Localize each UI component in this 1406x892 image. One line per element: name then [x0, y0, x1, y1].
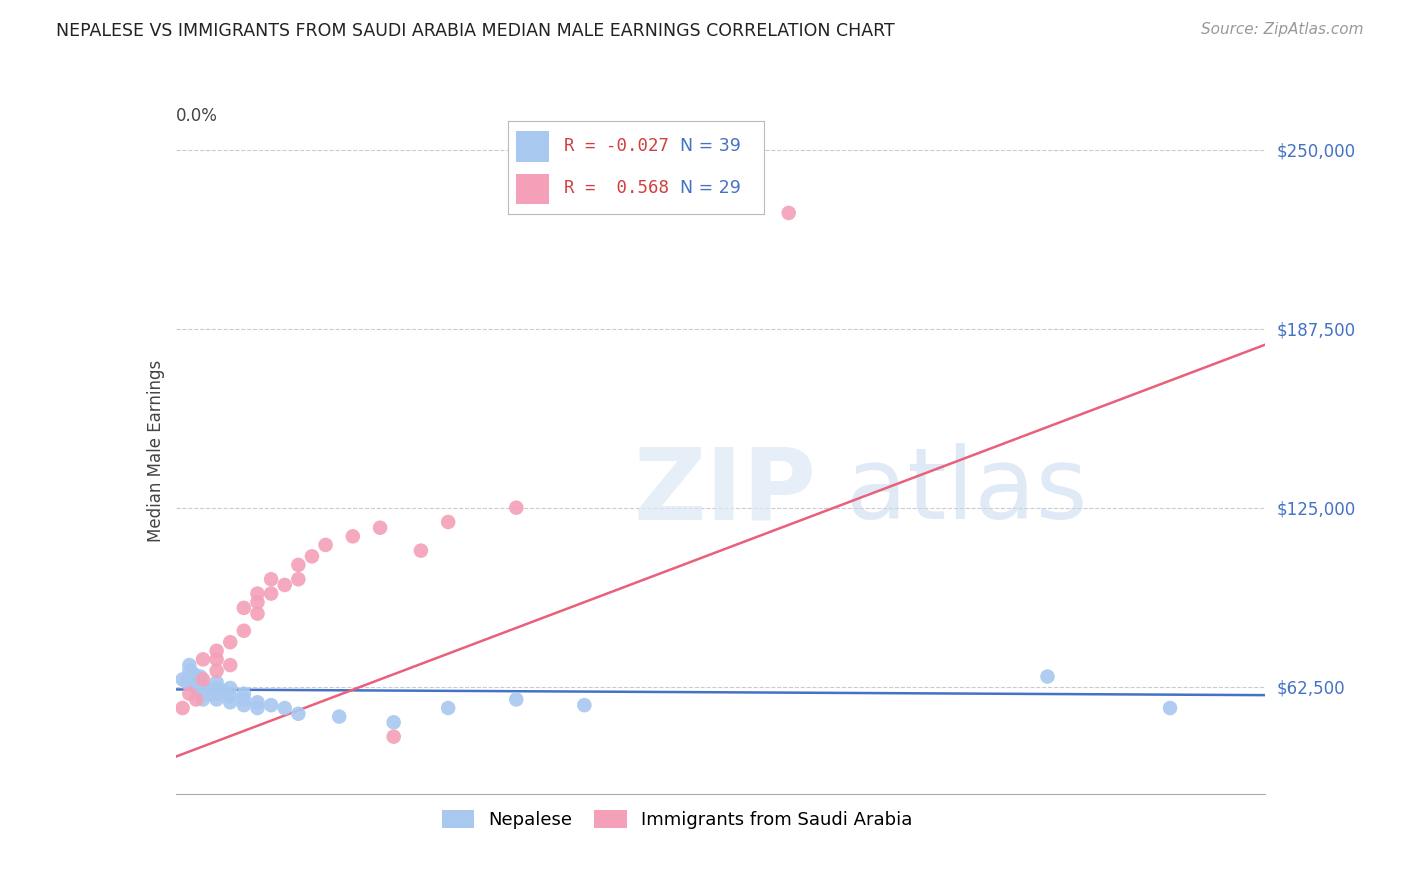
- Point: [205, 687, 228, 701]
- Point: [274, 578, 297, 592]
- Text: 0.0%: 0.0%: [176, 107, 218, 125]
- Point: [186, 692, 208, 706]
- Point: [176, 675, 198, 690]
- Text: Source: ZipAtlas.com: Source: ZipAtlas.com: [1201, 22, 1364, 37]
- Point: [186, 681, 208, 695]
- Point: [183, 666, 205, 681]
- Point: [191, 683, 214, 698]
- Point: [260, 572, 283, 586]
- Point: [181, 678, 204, 692]
- Point: [505, 692, 527, 706]
- Point: [437, 701, 460, 715]
- Point: [191, 678, 214, 692]
- Legend: Nepalese, Immigrants from Saudi Arabia: Nepalese, Immigrants from Saudi Arabia: [434, 803, 920, 837]
- Point: [287, 572, 309, 586]
- Point: [287, 558, 309, 572]
- Point: [287, 706, 309, 721]
- Point: [274, 701, 297, 715]
- Point: [188, 669, 211, 683]
- Point: [328, 709, 350, 723]
- Point: [205, 692, 228, 706]
- Point: [382, 715, 405, 730]
- Point: [342, 529, 364, 543]
- Point: [191, 652, 214, 666]
- Point: [172, 701, 194, 715]
- Point: [260, 586, 283, 600]
- Point: [437, 515, 460, 529]
- Text: atlas: atlas: [846, 443, 1087, 541]
- Point: [232, 687, 254, 701]
- Point: [219, 695, 242, 709]
- Point: [232, 692, 254, 706]
- Point: [260, 698, 283, 713]
- Point: [205, 644, 228, 658]
- Point: [301, 549, 323, 564]
- Point: [246, 701, 269, 715]
- Point: [246, 595, 269, 609]
- Point: [219, 690, 242, 704]
- Point: [219, 635, 242, 649]
- Point: [179, 664, 201, 678]
- Point: [1036, 669, 1059, 683]
- Point: [191, 692, 214, 706]
- Point: [179, 687, 201, 701]
- Point: [194, 681, 217, 695]
- Point: [368, 521, 391, 535]
- Point: [246, 586, 269, 600]
- Point: [212, 683, 235, 698]
- Text: NEPALESE VS IMMIGRANTS FROM SAUDI ARABIA MEDIAN MALE EARNINGS CORRELATION CHART: NEPALESE VS IMMIGRANTS FROM SAUDI ARABIA…: [56, 22, 896, 40]
- Point: [191, 673, 214, 687]
- Point: [232, 624, 254, 638]
- Point: [246, 695, 269, 709]
- Point: [505, 500, 527, 515]
- Point: [409, 543, 432, 558]
- Point: [205, 652, 228, 666]
- Point: [191, 687, 214, 701]
- Point: [219, 681, 242, 695]
- Point: [219, 658, 242, 673]
- Point: [179, 673, 201, 687]
- Text: ZIP: ZIP: [633, 443, 817, 541]
- Point: [205, 664, 228, 678]
- Point: [1159, 701, 1181, 715]
- Point: [382, 730, 405, 744]
- Point: [778, 206, 800, 220]
- Point: [186, 675, 208, 690]
- Point: [574, 698, 596, 713]
- Point: [179, 658, 201, 673]
- Point: [315, 538, 337, 552]
- Point: [198, 687, 221, 701]
- Point: [172, 673, 194, 687]
- Point: [232, 698, 254, 713]
- Point: [246, 607, 269, 621]
- Point: [205, 681, 228, 695]
- Point: [232, 600, 254, 615]
- Point: [205, 675, 228, 690]
- Y-axis label: Median Male Earnings: Median Male Earnings: [146, 359, 165, 541]
